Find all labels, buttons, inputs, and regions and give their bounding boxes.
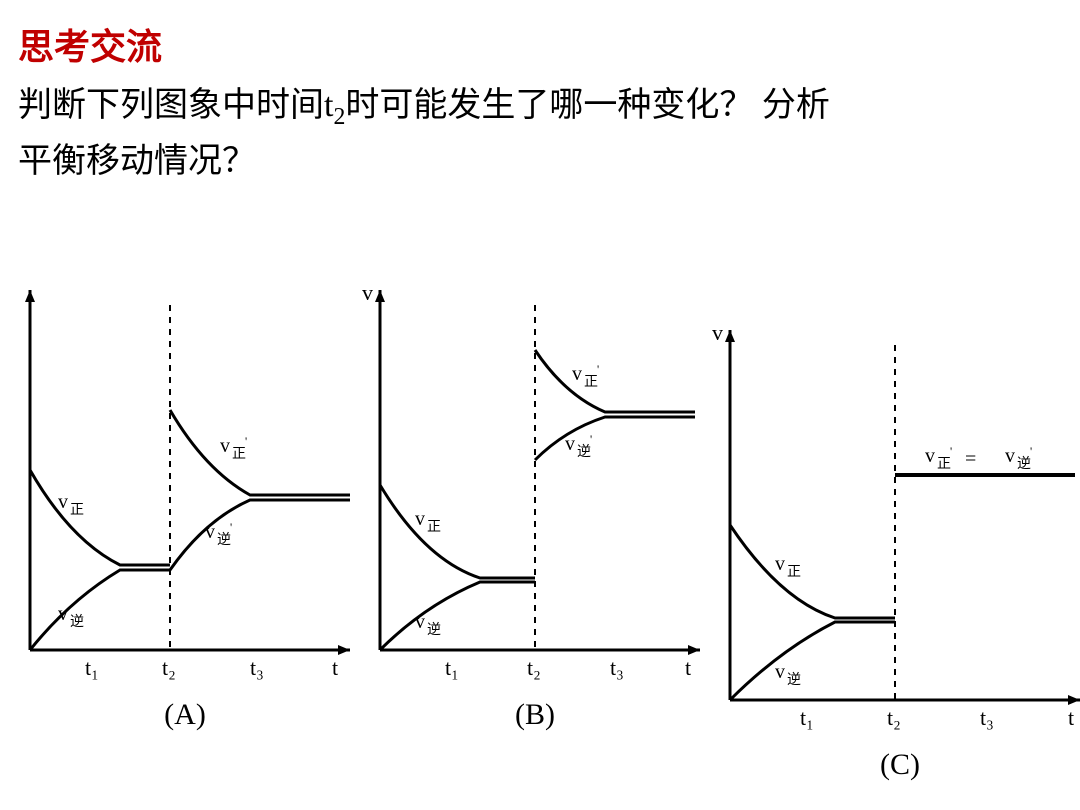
- svg-text:': ': [950, 444, 952, 458]
- question-text: 判断下列图象中时间t2时可能发生了哪一种变化？ 分析 平衡移动情况？: [18, 80, 1062, 188]
- chart-c-svg: v v正 v逆 v正' = v逆' t₁ t₂ t₃ t: [710, 280, 1080, 730]
- chart-c-label: (C): [710, 748, 1080, 782]
- svg-text:v: v: [362, 280, 373, 305]
- svg-text:t₂: t₂: [162, 655, 176, 680]
- svg-text:v: v: [205, 521, 215, 543]
- svg-text:t: t: [685, 655, 691, 680]
- question-part1b: 时可能发生了哪一种变化？ 分析: [345, 87, 830, 124]
- svg-text:正: 正: [937, 457, 951, 472]
- section-title: 思考交流: [18, 18, 162, 70]
- chart-a-wrap: v正 v逆 v正' v逆' t₁ t₂ t₃ t (A): [10, 280, 360, 782]
- svg-text:逆: 逆: [427, 622, 441, 638]
- svg-text:v: v: [415, 508, 425, 530]
- svg-text:t₁: t₁: [800, 705, 814, 730]
- chart-a-svg: v正 v逆 v正' v逆' t₁ t₂ t₃ t: [10, 280, 360, 680]
- svg-text:t₃: t₃: [980, 705, 994, 730]
- svg-text:=: =: [965, 448, 976, 470]
- svg-text:t₃: t₃: [250, 655, 264, 680]
- chart-c-wrap: v v正 v逆 v正' = v逆' t₁ t₂ t₃ t (C): [710, 280, 1080, 782]
- svg-text:v: v: [58, 603, 68, 625]
- svg-text:': ': [1030, 444, 1032, 458]
- chart-b-label: (B): [360, 698, 710, 732]
- svg-text:t₁: t₁: [85, 655, 99, 680]
- svg-text:t: t: [1068, 705, 1074, 730]
- svg-text:逆: 逆: [1017, 456, 1031, 472]
- question-part2: 平衡移动情况？: [18, 143, 256, 180]
- chart-a-label: (A): [10, 698, 360, 732]
- svg-text:t: t: [332, 655, 338, 680]
- svg-text:v: v: [1005, 445, 1015, 467]
- svg-text:': ': [590, 432, 592, 446]
- svg-text:v: v: [712, 320, 723, 345]
- svg-text:v: v: [572, 363, 582, 385]
- svg-text:正: 正: [70, 503, 84, 518]
- svg-text:v: v: [58, 491, 68, 513]
- svg-text:逆: 逆: [217, 532, 231, 548]
- svg-text:v: v: [925, 445, 935, 467]
- svg-text:v: v: [220, 435, 230, 457]
- svg-text:t₂: t₂: [887, 705, 901, 730]
- svg-text:': ': [245, 434, 247, 448]
- svg-text:正: 正: [787, 565, 801, 580]
- question-subscript: 2: [333, 104, 345, 130]
- svg-text:v: v: [775, 553, 785, 575]
- question-part1: 判断下列图象中时间t: [18, 87, 333, 124]
- svg-text:v: v: [565, 433, 575, 455]
- chart-b-svg: v v正 v逆 v正' v逆' t₁ t₂ t₃ t: [360, 280, 710, 680]
- svg-text:正: 正: [232, 447, 246, 462]
- svg-text:正: 正: [584, 375, 598, 390]
- svg-text:v: v: [415, 611, 425, 633]
- svg-text:t₂: t₂: [527, 655, 541, 680]
- svg-text:t₃: t₃: [610, 655, 624, 680]
- svg-text:逆: 逆: [577, 444, 591, 460]
- svg-text:v: v: [775, 661, 785, 683]
- svg-text:逆: 逆: [70, 614, 84, 630]
- charts-row: v正 v逆 v正' v逆' t₁ t₂ t₃ t (A) v v正: [10, 280, 1070, 782]
- svg-text:': ': [597, 362, 599, 376]
- svg-text:t₁: t₁: [445, 655, 459, 680]
- svg-text:': ': [230, 520, 232, 534]
- svg-text:逆: 逆: [787, 672, 801, 688]
- chart-b-wrap: v v正 v逆 v正' v逆' t₁ t₂ t₃ t (B): [360, 280, 710, 782]
- svg-text:正: 正: [427, 520, 441, 535]
